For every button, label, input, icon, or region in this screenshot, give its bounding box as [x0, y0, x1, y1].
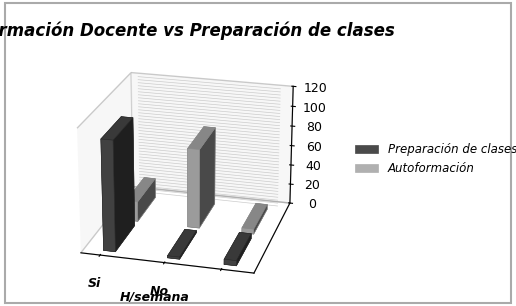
Legend: Preparación de clases, Autoformación: Preparación de clases, Autoformación	[350, 138, 516, 180]
Text: Formación Docente vs Preparación de clases: Formación Docente vs Preparación de clas…	[0, 21, 395, 40]
